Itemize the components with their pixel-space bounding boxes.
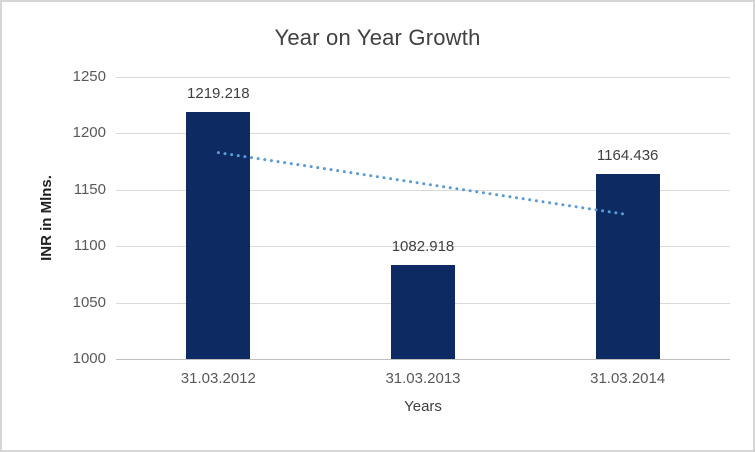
bar-value-label: 1082.918 xyxy=(391,238,455,256)
x-tick-label: 31.03.2012 xyxy=(180,370,256,387)
gridline xyxy=(116,246,730,248)
x-axis-title: Years xyxy=(404,398,442,415)
y-tick-label: 1150 xyxy=(73,180,106,198)
y-tick-label: 1050 xyxy=(72,293,106,311)
bar-value-label: 1219.218 xyxy=(187,84,250,102)
y-tick-label: 1200 xyxy=(72,124,106,142)
bar xyxy=(391,265,455,359)
y-tick-label: 1000 xyxy=(72,350,106,367)
gridline xyxy=(116,77,730,78)
x-tick-label: 31.03.2014 xyxy=(590,370,666,387)
chart-title: Year on Year Growth xyxy=(274,25,481,50)
bar xyxy=(595,173,660,359)
y-tick-label: 1250 xyxy=(72,68,106,85)
bar xyxy=(186,111,251,359)
y-tick-label: 1100 xyxy=(73,237,106,255)
x-axis-line xyxy=(116,359,730,360)
gridline xyxy=(116,133,730,135)
x-tick-label: 31.03.2013 xyxy=(385,370,461,387)
y-axis-title: INR in Mlns. xyxy=(38,175,55,261)
bar-value-label: 1164.436 xyxy=(596,146,659,164)
